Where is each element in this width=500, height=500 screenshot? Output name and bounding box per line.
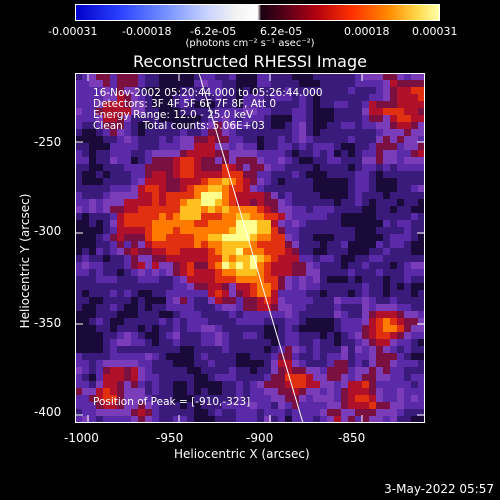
x-tick-label: -850: [338, 431, 366, 445]
x-tick-label: -1000: [64, 431, 99, 445]
detectors-text: Detectors: 3F 4F 5F 6F 7F 8F, Att 0: [93, 98, 277, 110]
peak-position-text: Position of Peak = [-910,-323]: [93, 396, 251, 408]
time-range-text: 16-Nov-2002 05:20:44.000 to 05:26:44.000: [93, 87, 323, 99]
timestamp: 3-May-2022 05:57: [384, 482, 494, 496]
y-tick-label: -350: [34, 316, 62, 330]
plot-title: Reconstructed RHESSI Image: [133, 52, 367, 71]
colorbar-units: (photons cm⁻² s⁻¹ asec⁻²): [185, 38, 315, 49]
colorbar-tick-label: -0.00031: [48, 25, 98, 38]
colorbar-tick-label: 6.2e-05: [260, 25, 303, 38]
y-tick-label: -250: [34, 135, 62, 149]
rhessi-image: [75, 73, 425, 423]
method-counts-text: Clean Total counts: 5.06E+03: [93, 120, 265, 132]
colorbar-tick-label: 0.00018: [344, 25, 390, 38]
axis-ticks: [75, 73, 425, 423]
x-axis-label: Heliocentric X (arcsec): [174, 447, 310, 461]
y-axis-label: Heliocentric Y (arcsec): [18, 193, 32, 329]
colorbar-tick-label: -0.00018: [122, 25, 172, 38]
y-tick-label: -400: [34, 405, 62, 419]
colorbar: [75, 4, 440, 21]
plot-frame: [75, 73, 425, 423]
image-pixels: [75, 73, 425, 423]
colorbar-tick-label: -6.2e-05: [190, 25, 237, 38]
x-tick-label: -900: [246, 431, 274, 445]
energy-range-text: Energy Range: 12.0 - 25.0 keV: [93, 109, 254, 121]
colorbar-tick-label: 0.00031: [412, 25, 458, 38]
solar-limb-line: [198, 73, 304, 423]
x-tick-label: -950: [156, 431, 184, 445]
y-tick-label: -300: [34, 224, 62, 238]
